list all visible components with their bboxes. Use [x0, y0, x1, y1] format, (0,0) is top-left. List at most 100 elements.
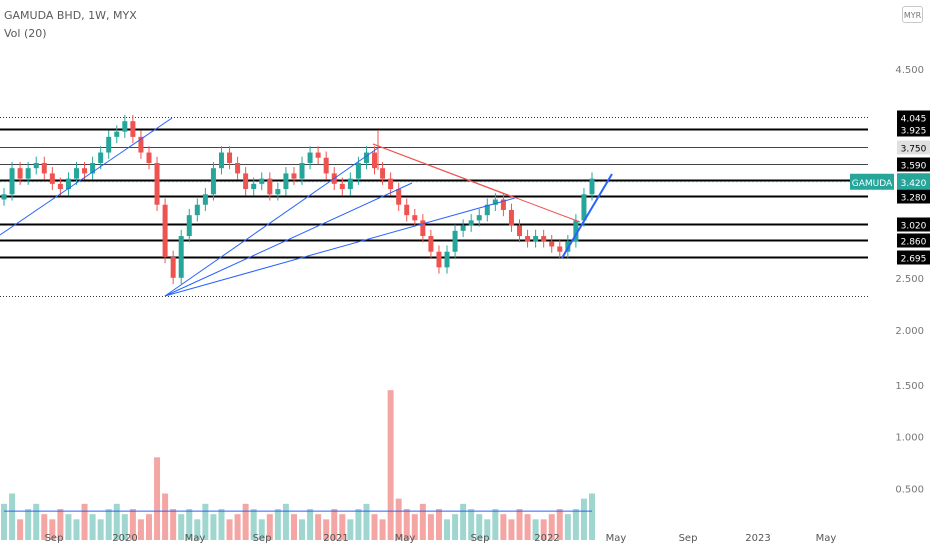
volume-bar — [492, 509, 499, 540]
horizontal-levels — [0, 117, 868, 297]
candle-body — [508, 209, 514, 226]
volume-bar — [258, 519, 265, 540]
time-tick: May — [816, 533, 837, 544]
volume-bar — [226, 519, 233, 540]
ticker-price: 3.420 — [901, 179, 927, 189]
candle-body — [202, 194, 208, 205]
volume-bar — [331, 509, 338, 540]
volume-bar — [508, 519, 515, 540]
volume-bar — [210, 514, 217, 540]
volume-bar — [468, 509, 475, 540]
volume-bar — [580, 498, 587, 540]
candle-body — [372, 152, 378, 169]
volume-bar — [266, 514, 273, 540]
candle-body — [235, 162, 241, 174]
candle-body — [380, 168, 386, 179]
volume-bar — [17, 519, 24, 540]
volume-bar — [572, 509, 579, 540]
candle-body — [396, 189, 402, 205]
candle-body — [251, 183, 257, 190]
level-price-tag: 3.020 — [897, 217, 930, 232]
volume-bar — [242, 503, 249, 540]
volume-bar — [307, 509, 314, 540]
volume-bar — [33, 503, 40, 540]
level-price-text: 3.590 — [901, 162, 927, 172]
candle-body — [178, 236, 184, 278]
volume-indicator-label[interactable]: Vol (20) — [4, 27, 47, 40]
volume-bar — [121, 514, 128, 540]
volume-tick: 1.500 — [895, 381, 924, 392]
candle-body — [444, 251, 450, 268]
level-price-tag: 3.280 — [897, 189, 930, 204]
volume-bar — [1, 503, 7, 540]
volume-bar — [162, 493, 169, 540]
candle-body — [122, 121, 128, 132]
volume-tick: 1.000 — [895, 433, 924, 444]
candle-body — [275, 189, 281, 195]
candle-body — [49, 173, 55, 184]
candle-body — [428, 236, 434, 252]
candle-body — [130, 121, 136, 137]
candle-body — [468, 220, 474, 226]
candle-body — [138, 136, 144, 153]
candle-body — [1, 194, 7, 200]
candle-body — [436, 251, 442, 268]
level-price-text: 2.695 — [901, 255, 927, 265]
volume-bar — [444, 519, 451, 540]
volume-bar — [548, 514, 555, 540]
volume-bar — [274, 509, 281, 540]
time-axis: Sep 2020 May Sep 2021 May Sep 2022 May Sep 2023 May — [45, 533, 837, 544]
candle-body — [452, 230, 458, 252]
trendline — [164, 147, 379, 297]
volume-bar — [540, 519, 547, 540]
volume-bar — [532, 519, 539, 540]
level-price-tag: 4.045 — [897, 110, 930, 125]
time-tick: 2023 — [745, 533, 770, 544]
volume-bar — [218, 509, 225, 540]
candle-body — [549, 241, 555, 247]
volume-bar — [49, 519, 56, 540]
candle-body — [347, 178, 353, 190]
trendline — [0, 117, 173, 236]
volume-bar — [355, 509, 362, 540]
candle-body — [227, 152, 233, 163]
volume-bar — [154, 457, 161, 540]
volume-bar — [516, 509, 523, 540]
level-price-text: 3.925 — [901, 127, 927, 137]
chart-title: GAMUDA BHD, 1W, MYX — [4, 9, 137, 22]
candle-body — [589, 178, 595, 195]
volume-bar — [25, 509, 32, 540]
volume-bars — [1, 390, 595, 540]
level-price-text: 2.860 — [901, 238, 927, 248]
candle-body — [525, 236, 531, 242]
candle-body — [404, 204, 410, 216]
volume-bar — [427, 514, 434, 540]
candle-body — [573, 220, 579, 242]
candle-body — [355, 162, 361, 179]
candle-body — [460, 225, 466, 231]
candle-body — [17, 168, 23, 179]
candle-body — [533, 236, 539, 242]
volume-bar — [282, 503, 289, 540]
volume-bar — [57, 509, 64, 540]
volume-bar — [105, 509, 112, 540]
candle-body — [388, 178, 394, 190]
volume-bar — [290, 514, 297, 540]
volume-bar — [178, 514, 185, 540]
candle-body — [170, 256, 176, 278]
volume-bar — [403, 509, 410, 540]
candle-body — [541, 236, 547, 242]
currency-button[interactable]: MYR — [902, 6, 923, 23]
time-tick: Sep — [679, 533, 698, 544]
volume-bar — [315, 514, 322, 540]
candle-body — [581, 194, 587, 221]
ticker-symbol: GAMUDA — [852, 179, 893, 189]
volume-bar — [452, 514, 459, 540]
candle-body — [307, 152, 313, 163]
volume-bar — [170, 509, 177, 540]
candle-body — [194, 204, 200, 216]
candle-body — [90, 162, 96, 174]
volume-bar — [234, 514, 241, 540]
volume-bar — [435, 509, 442, 540]
